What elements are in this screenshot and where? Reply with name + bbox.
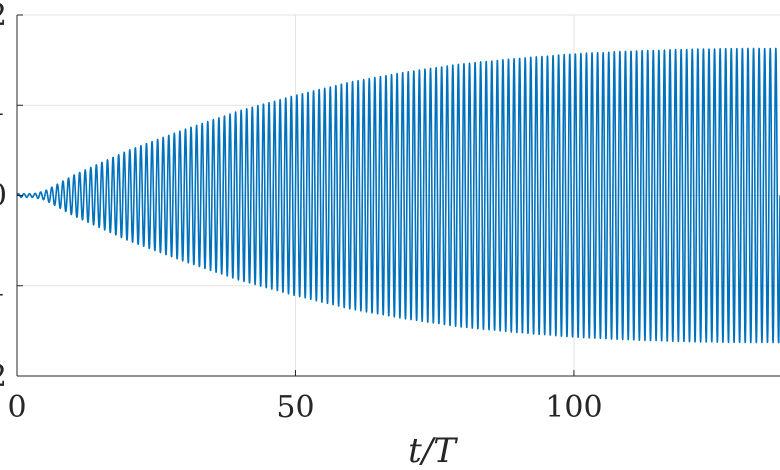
y-tick-label-3: 1: [0, 88, 7, 123]
x-tick-label-2: 100: [545, 390, 602, 425]
x-axis-label: t/T: [408, 431, 458, 470]
y-tick-label-0: 2: [0, 359, 7, 394]
y-tick-label-4: 2: [0, 0, 7, 33]
x-tick-label-0: 0: [7, 390, 26, 425]
series-line-0: [16, 47, 780, 344]
y-tick-label-2: 0: [0, 179, 7, 214]
tick-labels: 0 50 100 2 1 0 1 2: [0, 0, 603, 425]
y-tick-label-1: 1: [0, 269, 7, 304]
x-tick-label-1: 50: [276, 390, 314, 425]
series-group: [16, 47, 780, 344]
axes: [16, 14, 780, 377]
